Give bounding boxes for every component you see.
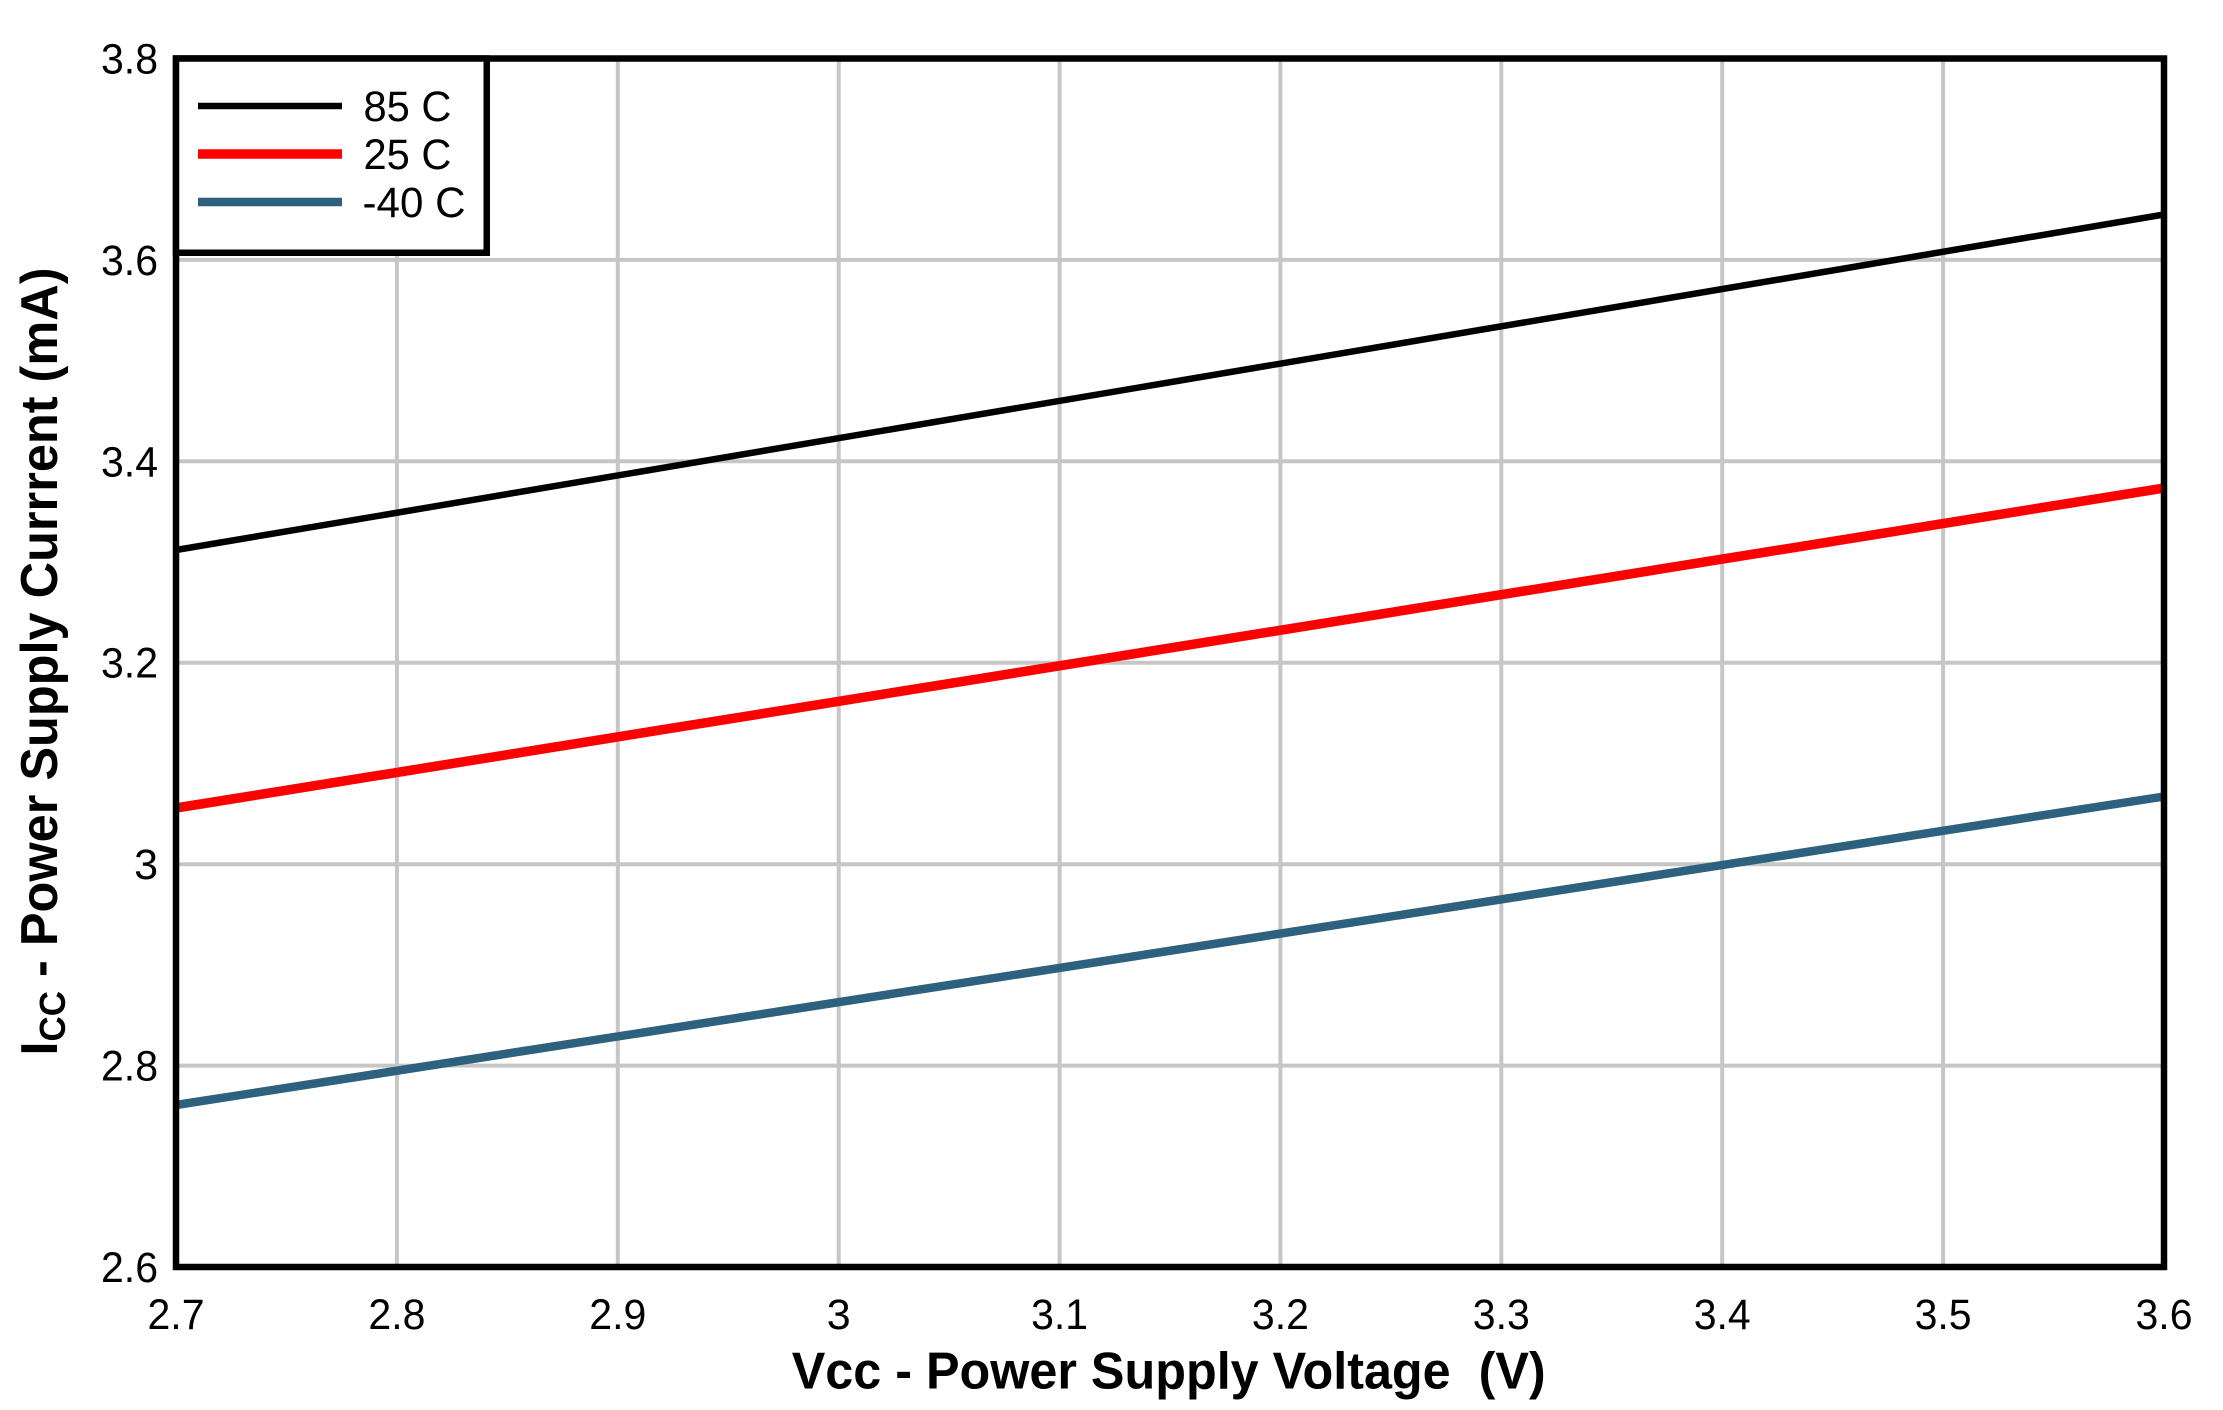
svg-text:2.8: 2.8	[101, 1043, 158, 1091]
svg-text:3.3: 3.3	[1473, 1291, 1530, 1339]
svg-text:2.8: 2.8	[368, 1291, 425, 1339]
svg-text:25 C: 25 C	[364, 131, 452, 179]
svg-text:Vcc - Power Supply Voltage (V: Vcc - Power Supply Voltage (V)	[792, 1343, 1546, 1401]
svg-text:3.4: 3.4	[101, 438, 158, 486]
svg-text:2.6: 2.6	[101, 1244, 158, 1292]
svg-text:2.9: 2.9	[589, 1291, 646, 1339]
svg-text:3.8: 3.8	[101, 36, 158, 84]
svg-text:3.1: 3.1	[1031, 1291, 1088, 1339]
svg-text:2.7: 2.7	[148, 1291, 205, 1339]
svg-text:3.2: 3.2	[1252, 1291, 1309, 1339]
svg-text:3.5: 3.5	[1915, 1291, 1972, 1339]
svg-text:85 C: 85 C	[364, 83, 452, 131]
svg-text:-40 C: -40 C	[363, 179, 466, 227]
svg-text:3.2: 3.2	[101, 640, 158, 688]
svg-text:3.6: 3.6	[2136, 1291, 2193, 1339]
svg-text:3.4: 3.4	[1694, 1291, 1751, 1339]
svg-text:3.6: 3.6	[101, 237, 158, 285]
svg-text:3: 3	[134, 841, 158, 889]
svg-text:3: 3	[827, 1291, 851, 1339]
svg-text:ICC - Power Supply Currrent (m: ICC - Power Supply Currrent (mA)	[11, 268, 73, 1056]
